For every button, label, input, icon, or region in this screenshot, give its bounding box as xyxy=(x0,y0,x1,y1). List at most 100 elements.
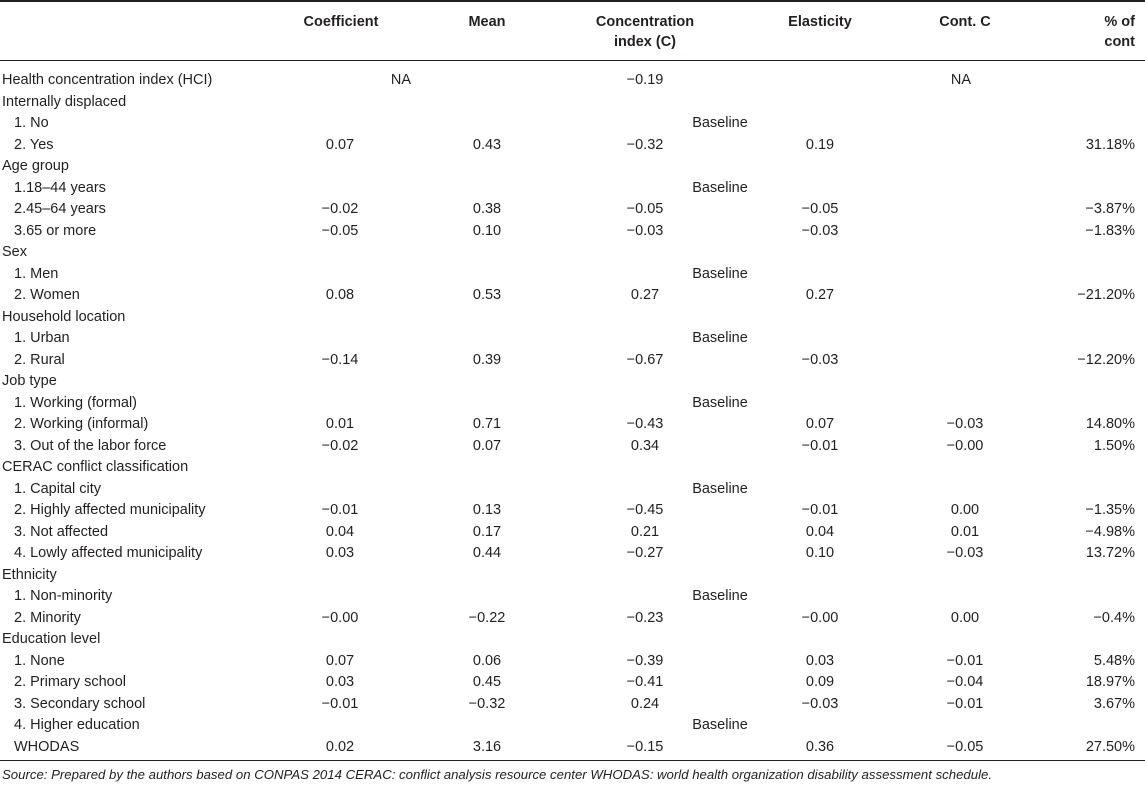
table-row: 2. Minority −0.00 −0.22 −0.23 −0.00 0.00 −0.4% xyxy=(0,608,1145,630)
cell-pct-cont: −1.35% xyxy=(1085,502,1135,518)
row-label: 3. Not affected xyxy=(14,523,109,540)
cell-pct-cont: −0.4% xyxy=(1093,609,1135,626)
group-header-row: Internally displaced xyxy=(0,92,1145,114)
cell-pct-cont: −12.20% xyxy=(1077,351,1135,368)
cell-cont-c: −0.04 xyxy=(946,674,984,690)
table-row: 4. Lowly affected municipality 0.03 0.44 −0… xyxy=(0,543,1145,565)
cell-elasticity: −0.03 xyxy=(801,695,839,712)
table-row: 4. Higher education Baseline xyxy=(0,715,1145,737)
table-row: 3. Secondary school −0.01 −0.32 0.24 −0.03 −0… xyxy=(0,694,1145,716)
cell-elasticity: 0.07 xyxy=(805,416,835,432)
row-label: 1. No xyxy=(14,115,49,131)
cell-coefficient: −0.00 xyxy=(321,609,359,626)
cell-pct-cont: 27.50% xyxy=(1085,738,1135,755)
cell-pct-cont: 18.97% xyxy=(1085,674,1135,690)
cell-concentration-index: −0.15 xyxy=(626,738,664,755)
cell-mean: 3.16 xyxy=(472,738,502,755)
row-label: 3. Secondary school xyxy=(14,695,146,712)
baseline-label: Baseline xyxy=(692,115,748,131)
cell-mean: 0.06 xyxy=(472,652,502,669)
cell-mean: 0.44 xyxy=(472,545,502,561)
cell-pct-cont: −21.20% xyxy=(1077,287,1135,303)
table-row: 1. Capital city Baseline xyxy=(0,479,1145,501)
row-label: 2. Highly affected municipality xyxy=(14,502,206,518)
row-label: 4. Higher education xyxy=(14,717,140,733)
group-header-row: Education level xyxy=(0,629,1145,651)
header-cont-c: Cont. C xyxy=(939,14,991,30)
row-label: 2. Minority xyxy=(14,609,81,626)
group-header-row: Sex xyxy=(0,242,1145,264)
cell-mean: 0.39 xyxy=(472,351,502,368)
cell-mean: 0.10 xyxy=(472,222,502,239)
cell-coefficient: 0.07 xyxy=(325,136,355,153)
cell-concentration-index: −0.32 xyxy=(626,136,664,153)
cell-elasticity: 0.04 xyxy=(805,523,835,540)
cell-cont-c: 0.01 xyxy=(950,523,980,540)
row-label: 2. Rural xyxy=(14,351,65,368)
group-label: Job type xyxy=(2,373,57,389)
row-label: Health concentration index (HCI) xyxy=(2,72,213,88)
cell-elasticity: −0.00 xyxy=(801,609,839,626)
cell-cont-c: −0.03 xyxy=(946,416,984,432)
group-header-row: Ethnicity xyxy=(0,565,1145,587)
cell-mean: 0.38 xyxy=(472,201,502,217)
row-label: 4. Lowly affected municipality xyxy=(14,545,203,561)
cell-pct-cont: 14.80% xyxy=(1085,416,1135,432)
cell-cont-c: −0.00 xyxy=(946,437,984,454)
cell-mean: 0.71 xyxy=(472,416,502,432)
table-row: 2. Women 0.08 0.53 0.27 0.27 −21.20% xyxy=(0,285,1145,307)
cell-cont-c: 0.00 xyxy=(950,502,980,518)
cell-cont-c: −0.01 xyxy=(946,652,984,669)
cell-na: NA xyxy=(390,72,412,88)
cell-pct-cont: −1.83% xyxy=(1085,222,1135,239)
cell-coefficient: 0.02 xyxy=(325,738,355,755)
row-label: 2. Yes xyxy=(14,136,54,153)
table-row: 3. Not affected 0.04 0.17 0.21 0.04 0.01 −4.98… xyxy=(0,522,1145,544)
cell-pct-cont: 13.72% xyxy=(1085,545,1135,561)
bottom-rule xyxy=(0,760,1145,761)
row-label: 2. Working (informal) xyxy=(14,416,149,432)
header-pct-line2: cont xyxy=(1104,34,1135,50)
table-row: 3.65 or more −0.05 0.10 −0.03 −0.03 −1.83% xyxy=(0,221,1145,243)
row-label: WHODAS xyxy=(14,738,80,755)
baseline-label: Baseline xyxy=(692,179,748,196)
row-label: 1. Urban xyxy=(14,330,70,346)
row-label: 2. Women xyxy=(14,287,80,303)
cell-concentration-index: 0.34 xyxy=(630,437,660,454)
cell-coefficient: 0.04 xyxy=(325,523,355,540)
baseline-label: Baseline xyxy=(692,588,748,604)
cell-concentration-index: 0.21 xyxy=(630,523,660,540)
cell-cont-c: 0.00 xyxy=(950,609,980,626)
group-header-row: CERAC conflict classification xyxy=(0,457,1145,479)
table-row: 1. Men Baseline xyxy=(0,264,1145,286)
cell-elasticity: −0.01 xyxy=(801,502,839,518)
header-mean: Mean xyxy=(468,14,506,30)
cell-pct-cont: −3.87% xyxy=(1085,201,1135,217)
cell-elasticity: 0.10 xyxy=(805,545,835,561)
baseline-label: Baseline xyxy=(692,330,748,346)
cell-concentration-index: −0.43 xyxy=(626,416,664,432)
cell-concentration-index: −0.03 xyxy=(626,222,664,239)
table-row: Health concentration index (HCI) NA −0.19 N… xyxy=(0,70,1145,92)
table-row: 1. No Baseline xyxy=(0,113,1145,135)
table-row: 1. Non-minority Baseline xyxy=(0,586,1145,608)
table-row: 1. None 0.07 0.06 −0.39 0.03 −0.01 5.48% xyxy=(0,651,1145,673)
cell-mean: 0.07 xyxy=(472,437,502,454)
cell-cont-c: −0.03 xyxy=(946,545,984,561)
cell-coefficient: −0.14 xyxy=(321,351,359,368)
table-row: 2. Working (informal) 0.01 0.71 −0.43 0.07 −0… xyxy=(0,414,1145,436)
cell-mean: 0.13 xyxy=(472,502,502,518)
cell-elasticity: 0.03 xyxy=(805,652,835,669)
cell-elasticity: 0.27 xyxy=(805,287,835,303)
cell-concentration-index: −0.41 xyxy=(626,674,664,690)
group-header-row: Job type xyxy=(0,371,1145,393)
cell-concentration-index: −0.19 xyxy=(626,72,664,88)
baseline-label: Baseline xyxy=(692,265,748,282)
row-label: 1. Capital city xyxy=(14,480,102,497)
cell-pct-cont: −4.98% xyxy=(1085,523,1135,540)
row-label: 2. Primary school xyxy=(14,674,127,690)
cell-mean: 0.45 xyxy=(472,674,502,690)
cell-coefficient: 0.03 xyxy=(325,545,355,561)
cell-coefficient: 0.07 xyxy=(325,652,355,669)
source-note: Source: Prepared by the authors based on… xyxy=(2,767,993,782)
